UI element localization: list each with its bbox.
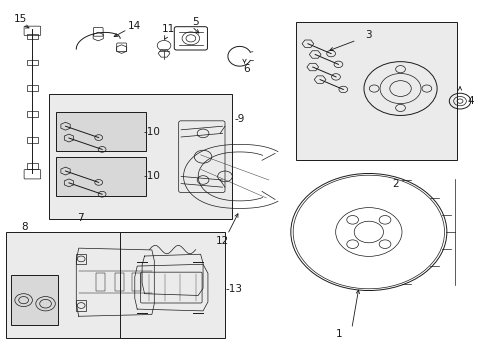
Bar [115,273,124,291]
Text: 14: 14 [128,21,141,31]
Bar [132,273,141,291]
Text: 8: 8 [21,222,27,231]
FancyBboxPatch shape [11,275,58,325]
FancyBboxPatch shape [295,22,456,160]
FancyBboxPatch shape [56,157,146,196]
Text: 2: 2 [391,179,398,189]
FancyBboxPatch shape [5,232,157,338]
Text: 6: 6 [243,64,250,74]
Text: -13: -13 [225,284,242,294]
Text: 15: 15 [14,14,27,24]
Text: 7: 7 [77,213,83,222]
Text: 4: 4 [467,96,473,106]
FancyBboxPatch shape [56,112,146,151]
Text: -10: -10 [143,127,160,136]
Text: 3: 3 [365,30,371,40]
Text: -10: -10 [143,171,160,181]
Bar [76,300,86,311]
FancyBboxPatch shape [120,232,224,338]
FancyBboxPatch shape [49,94,232,220]
Text: 12: 12 [216,236,229,246]
Text: 1: 1 [336,329,342,339]
Bar [96,273,104,291]
Text: -9: -9 [234,114,244,124]
Text: 11: 11 [162,24,175,35]
Text: 5: 5 [192,17,199,27]
Bar [76,253,86,264]
